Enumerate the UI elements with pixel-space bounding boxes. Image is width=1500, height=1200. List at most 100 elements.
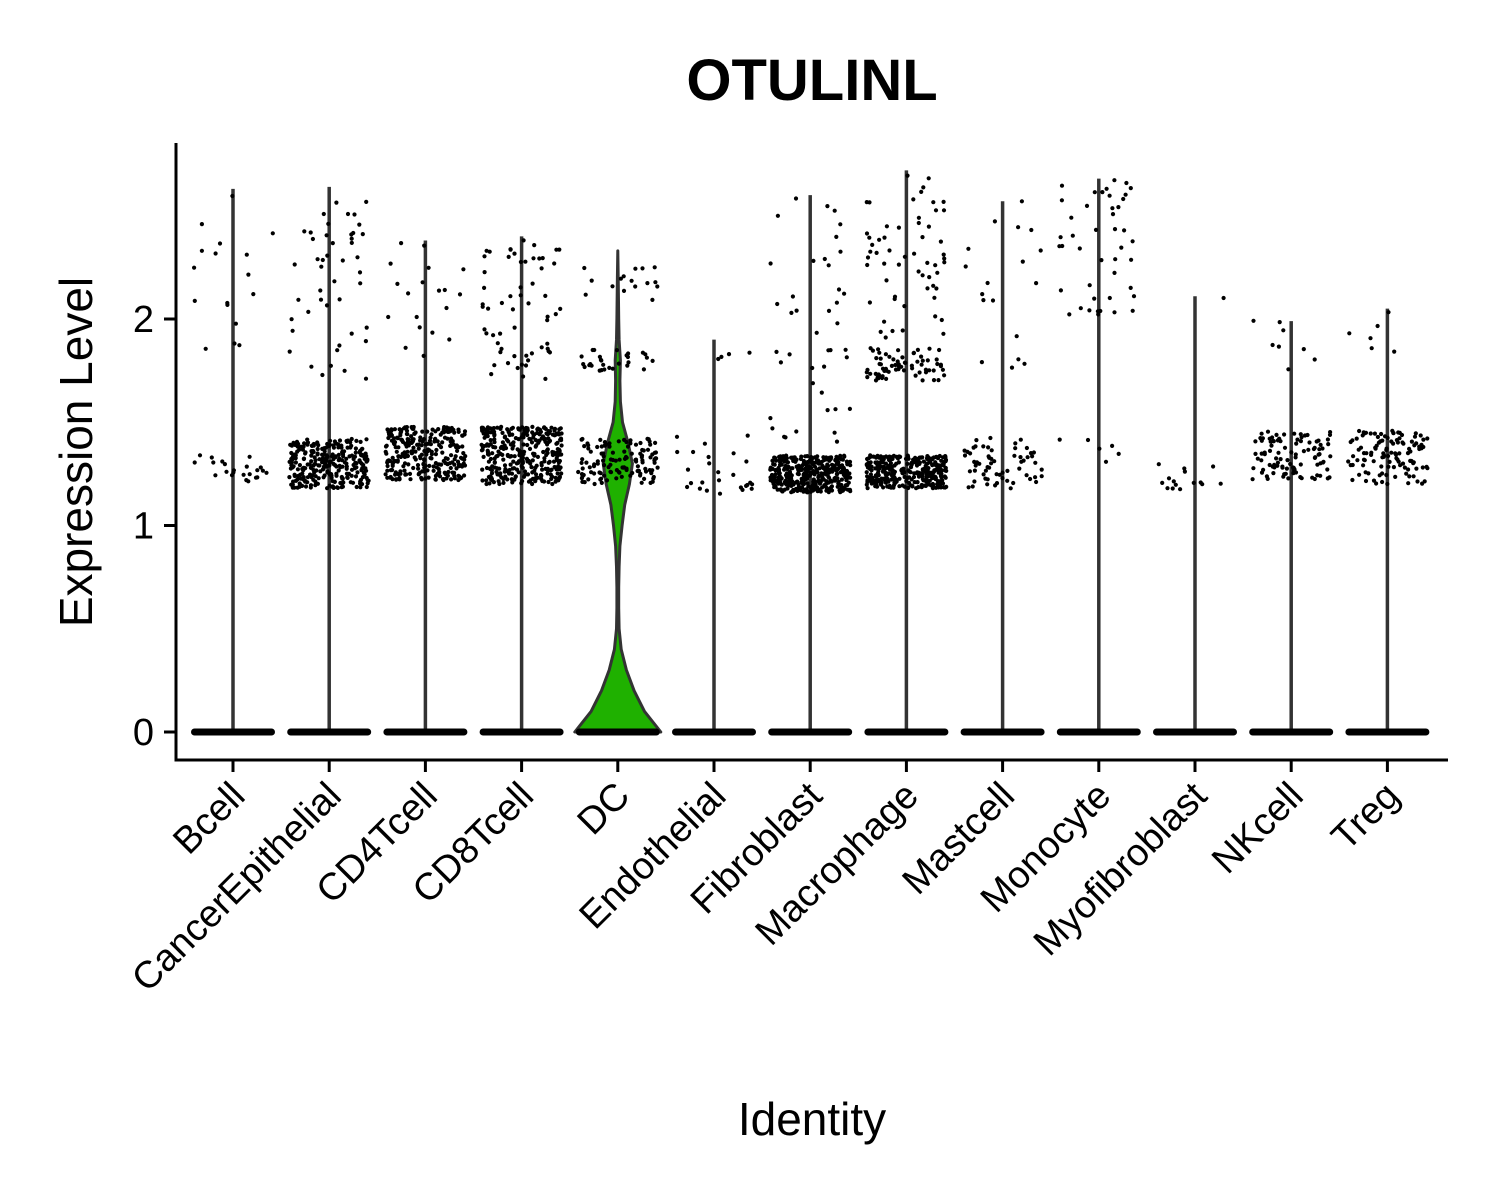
data-point: [1392, 349, 1397, 354]
data-point: [925, 286, 930, 291]
data-point: [820, 475, 825, 480]
data-point: [1389, 450, 1394, 455]
x-tick-label: Bcell: [165, 775, 253, 863]
data-point: [1361, 451, 1367, 456]
data-point: [505, 452, 510, 458]
data-point: [309, 449, 314, 454]
data-point: [625, 363, 630, 368]
data-point: [395, 281, 400, 286]
data-point: [987, 465, 992, 470]
data-point: [330, 452, 335, 457]
data-point: [484, 248, 489, 253]
data-point: [519, 362, 525, 367]
data-point: [653, 440, 658, 445]
data-point: [406, 291, 411, 296]
data-point: [1116, 205, 1121, 210]
data-point: [1160, 480, 1165, 485]
data-point: [1371, 478, 1377, 483]
data-point: [1372, 431, 1377, 436]
data-point: [989, 461, 994, 466]
data-point: [826, 263, 831, 268]
data-point: [750, 482, 755, 487]
data-point: [482, 254, 487, 259]
data-point: [806, 460, 811, 465]
data-point: [502, 463, 508, 468]
data-point: [512, 251, 517, 256]
data-point: [309, 453, 314, 458]
data-point: [420, 439, 425, 444]
data-point: [648, 442, 653, 447]
data-point: [498, 331, 503, 336]
data-point: [354, 461, 359, 466]
data-point: [625, 354, 631, 360]
data-point: [775, 213, 781, 218]
data-point: [887, 354, 892, 359]
data-point: [339, 474, 344, 480]
data-point: [1301, 449, 1306, 454]
data-point: [517, 448, 522, 453]
data-point: [931, 200, 936, 205]
data-point: [530, 430, 535, 435]
data-point: [533, 472, 539, 477]
data-point: [825, 408, 830, 413]
data-point: [1355, 458, 1360, 463]
data-point: [421, 353, 426, 358]
data-point: [1276, 344, 1281, 349]
data-point: [628, 441, 633, 446]
data-point: [640, 458, 645, 463]
data-point: [890, 328, 895, 334]
data-point: [1020, 259, 1025, 264]
data-point: [404, 472, 409, 477]
data-point: [303, 466, 308, 471]
data-point: [392, 458, 397, 463]
data-point: [865, 255, 871, 260]
data-point: [640, 350, 646, 355]
data-point: [824, 485, 829, 491]
data-point: [636, 468, 642, 473]
data-point: [796, 472, 801, 477]
data-point: [1413, 431, 1418, 436]
data-point: [509, 471, 515, 476]
data-point: [1382, 434, 1388, 439]
data-point: [513, 474, 518, 479]
data-point: [834, 468, 840, 473]
data-point: [651, 474, 656, 480]
data-point: [511, 466, 517, 471]
data-point: [1417, 446, 1422, 452]
violin-group-endothelial: [672, 339, 756, 736]
data-point: [1112, 310, 1117, 315]
data-point: [589, 278, 594, 283]
data-point: [894, 479, 899, 484]
data-point: [555, 471, 560, 476]
data-point: [508, 247, 513, 252]
data-point: [868, 371, 873, 376]
data-point: [983, 476, 988, 481]
data-point: [213, 251, 218, 256]
data-point: [601, 451, 606, 456]
data-point: [916, 269, 921, 274]
data-point: [802, 471, 807, 476]
data-point: [1009, 365, 1015, 370]
data-point: [424, 452, 429, 457]
data-point: [871, 454, 876, 459]
data-point: [490, 451, 495, 456]
data-point: [364, 475, 369, 481]
data-point: [450, 460, 455, 465]
data-point: [675, 449, 680, 455]
data-point: [580, 457, 585, 462]
data-point: [324, 456, 329, 461]
data-point: [602, 443, 608, 448]
data-point: [457, 292, 463, 297]
data-point: [545, 318, 550, 323]
data-point: [1130, 239, 1135, 244]
data-point: [448, 443, 453, 448]
data-point: [816, 461, 821, 466]
data-point: [908, 465, 914, 470]
data-point: [510, 307, 515, 312]
data-point: [301, 456, 306, 462]
data-point: [1276, 450, 1281, 455]
data-point: [787, 352, 792, 357]
data-point: [1100, 190, 1105, 195]
data-point: [358, 460, 363, 465]
data-point: [428, 455, 433, 461]
